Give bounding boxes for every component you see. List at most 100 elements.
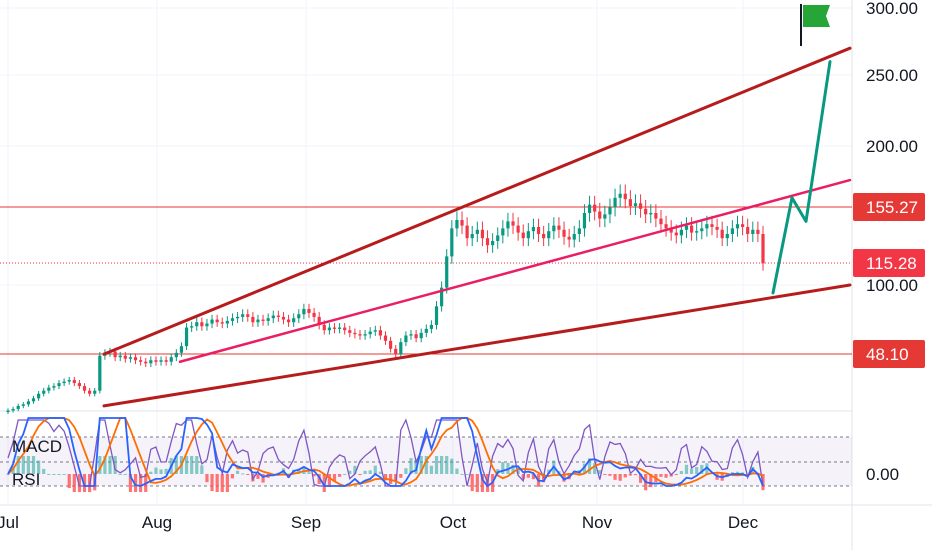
- macd-histogram-bar: [450, 458, 454, 474]
- candle-body: [11, 408, 15, 411]
- macd-histogram-bar: [424, 456, 428, 474]
- macd-histogram-bar: [42, 468, 46, 474]
- candle-body: [740, 224, 745, 227]
- candle-body: [475, 229, 479, 234]
- candle-body: [577, 228, 581, 234]
- candle-body: [62, 381, 66, 384]
- macd-histogram-bar: [317, 474, 321, 484]
- macd-histogram-bar: [684, 464, 689, 474]
- candle-body: [557, 225, 561, 230]
- candle-body: [6, 410, 10, 412]
- macd-histogram-bar: [164, 468, 168, 474]
- candle-body: [516, 225, 520, 233]
- macd-histogram-bar: [246, 474, 250, 475]
- candle-body: [735, 224, 740, 229]
- macd-histogram-bar: [623, 474, 627, 478]
- candle-body: [184, 327, 189, 347]
- candle-body: [302, 308, 306, 315]
- candle-body: [725, 233, 729, 239]
- candle-body: [195, 322, 199, 327]
- candle-body: [429, 324, 434, 329]
- macd-histogram-bar: [664, 474, 668, 478]
- candle-body: [536, 226, 541, 234]
- candle-body: [93, 390, 97, 394]
- macd-histogram-bar: [139, 474, 143, 492]
- candle-body: [700, 228, 704, 232]
- macd-histogram-bar: [174, 456, 178, 474]
- candle-body: [547, 231, 551, 239]
- candle-body: [251, 316, 255, 323]
- candle-body: [419, 332, 423, 339]
- candle-body: [82, 386, 87, 391]
- candle-body: [133, 357, 138, 361]
- candle-body: [327, 327, 331, 331]
- candle-body: [649, 212, 653, 215]
- candle-body: [123, 355, 127, 359]
- macd-histogram-bar: [516, 469, 520, 474]
- candle-body: [378, 330, 382, 336]
- price-tick-label: 200.00: [866, 137, 918, 156]
- macd-histogram-bar: [159, 469, 163, 474]
- candle-body: [526, 231, 530, 239]
- candle-body: [496, 235, 500, 241]
- candle-body: [230, 318, 235, 321]
- candle-body: [373, 330, 377, 332]
- indicator-zero-label: 0.00: [866, 465, 899, 484]
- candle-body: [567, 236, 571, 240]
- macd-histogram-bar: [618, 474, 622, 481]
- candle-body: [118, 355, 122, 358]
- candle-body: [480, 229, 485, 239]
- macd-histogram-bar: [649, 474, 653, 488]
- candle-body: [363, 334, 367, 336]
- macd-histogram-bar: [149, 471, 153, 474]
- macd-histogram-bar: [501, 462, 505, 474]
- inner-trendline: [178, 178, 852, 364]
- candle-body: [159, 360, 163, 362]
- macd-histogram-bar: [383, 474, 388, 481]
- macd-histogram-bar: [57, 474, 61, 475]
- candle-body: [337, 327, 342, 329]
- candle-body: [246, 314, 250, 317]
- price-tag-label: 155.27: [866, 198, 918, 217]
- candle-body: [322, 324, 326, 331]
- candle-body: [598, 211, 602, 219]
- candle-body: [730, 228, 734, 234]
- time-tick-label: Jul: [0, 513, 19, 532]
- candle-body: [383, 335, 388, 341]
- candle-body: [633, 203, 638, 207]
- candle-body: [445, 256, 449, 288]
- candle-body: [297, 314, 301, 319]
- candle-body: [174, 352, 178, 358]
- price-tag-label: 115.28: [866, 254, 917, 273]
- candle-body: [552, 225, 556, 232]
- candle-body: [618, 193, 622, 198]
- candle-body: [720, 229, 724, 239]
- candle-body: [21, 404, 25, 406]
- macd-histogram-bar: [82, 474, 87, 492]
- macd-histogram-bar: [108, 456, 112, 474]
- macd-histogram-bar: [378, 471, 382, 474]
- macd-label: MACD: [12, 437, 62, 456]
- candle-body: [746, 226, 750, 234]
- candle-body: [26, 401, 31, 405]
- macd-histogram-bar: [235, 470, 240, 474]
- candle-body: [664, 224, 668, 229]
- candle-body: [761, 233, 765, 264]
- price-tick-label: 250.00: [866, 66, 918, 85]
- candle-body: [88, 390, 92, 394]
- time-tick-label: Oct: [440, 513, 467, 532]
- trendlines: [102, 46, 852, 408]
- candle-body: [348, 330, 352, 333]
- macd-histogram-bar: [184, 456, 189, 474]
- candle-body: [149, 360, 153, 364]
- candle-body: [465, 225, 469, 239]
- candle-body: [684, 225, 689, 230]
- candle-body: [332, 327, 337, 329]
- candle-body: [608, 207, 612, 215]
- macd-histogram-bar: [353, 465, 357, 474]
- macd-histogram-bar: [368, 470, 372, 474]
- macd-histogram-bar: [429, 465, 434, 474]
- candle-body: [179, 346, 184, 353]
- macd-histogram-bar: [638, 474, 643, 483]
